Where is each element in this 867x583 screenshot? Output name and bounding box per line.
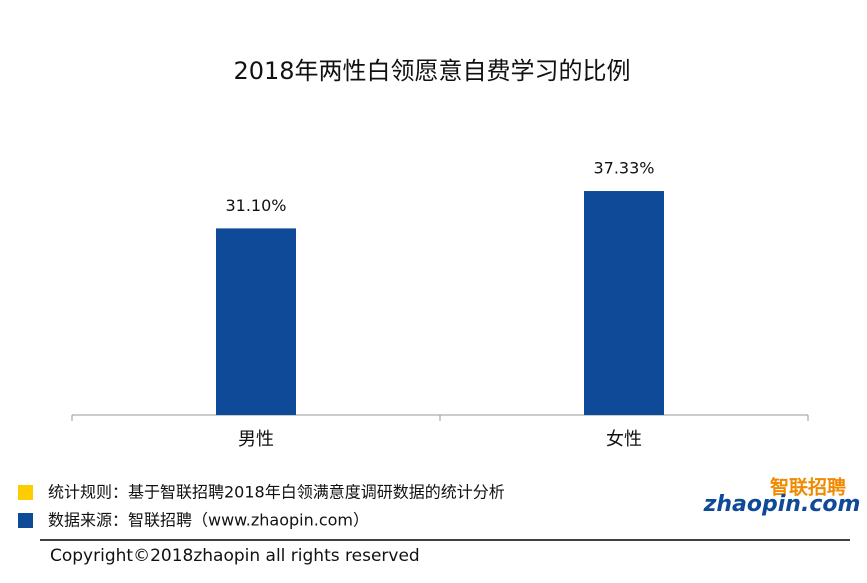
value-label: 37.33% xyxy=(593,159,654,178)
bar xyxy=(216,228,296,415)
x-tick-label: 女性 xyxy=(606,429,642,450)
logo-en: zhaopin.com xyxy=(703,492,861,517)
legend-swatch xyxy=(18,485,33,500)
chart-title: 2018年两性白领愿意自费学习的比例 xyxy=(233,57,630,85)
legend-swatch xyxy=(18,513,33,528)
copyright: Copyright©2018zhaopin all rights reserve… xyxy=(50,546,420,566)
bar xyxy=(584,191,664,415)
footer-note: 数据来源：智联招聘（www.zhaopin.com） xyxy=(48,511,369,530)
footer-note: 统计规则：基于智联招聘2018年白领满意度调研数据的统计分析 xyxy=(48,483,505,502)
logo-cn: 智联招聘 xyxy=(770,476,846,499)
value-label: 31.10% xyxy=(225,196,286,215)
x-tick-label: 男性 xyxy=(238,429,274,450)
